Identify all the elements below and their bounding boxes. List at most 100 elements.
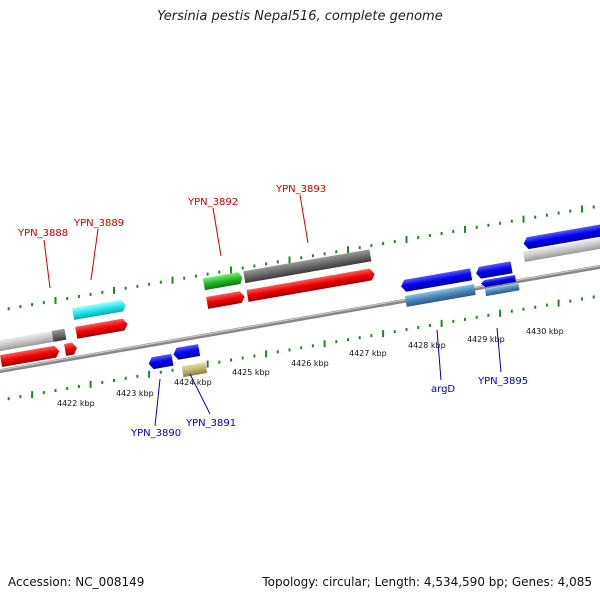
major-tick	[288, 256, 291, 264]
minor-tick	[370, 244, 373, 248]
gene-red-small[interactable]	[64, 342, 78, 356]
minor-tick	[393, 330, 396, 334]
gene-label-ypn-3891[interactable]: YPN_3891	[185, 418, 236, 429]
gene-red-3892[interactable]	[206, 291, 245, 309]
leader-line	[90, 228, 99, 281]
minor-tick	[358, 336, 361, 340]
minor-tick	[534, 305, 537, 309]
minor-tick	[592, 295, 595, 299]
minor-tick	[347, 338, 349, 342]
major-tick	[31, 391, 34, 399]
minor-tick	[510, 219, 513, 223]
gene-label-ypn-3890[interactable]: YPN_3890	[130, 428, 181, 439]
minor-tick	[276, 260, 279, 264]
major-tick	[265, 350, 268, 358]
reverse-genes	[148, 220, 600, 378]
forward-gene-labels: YPN_3888 YPN_3889 YPN_3892 YPN_3893	[17, 184, 326, 289]
gene-label-ypn-3895[interactable]: YPN_3895	[477, 376, 528, 387]
minor-tick	[7, 307, 10, 311]
minor-tick	[230, 358, 232, 362]
gene-ypn-3895[interactable]	[484, 283, 520, 297]
minor-tick	[19, 395, 22, 399]
minor-tick	[241, 356, 244, 360]
major-tick	[206, 360, 209, 368]
genome-title: Yersinia pestis Nepal516, complete genom…	[157, 9, 443, 24]
major-tick	[557, 299, 560, 307]
minor-tick	[510, 309, 513, 313]
genome-summary: Topology: circular; Length: 4,534,590 bp…	[262, 575, 592, 589]
tick-label: 4425 kbp	[232, 368, 270, 377]
gene-ypn-3895-blue[interactable]	[480, 274, 517, 288]
gene-light-right[interactable]	[522, 233, 600, 262]
minor-tick	[206, 272, 209, 276]
minor-tick	[311, 254, 314, 258]
minor-tick	[101, 290, 104, 294]
major-tick	[148, 370, 151, 378]
minor-tick	[475, 225, 478, 229]
minor-tick	[148, 282, 151, 286]
minor-tick	[101, 380, 104, 384]
minor-tick	[393, 240, 396, 244]
minor-tick	[113, 378, 115, 382]
forward-genes	[0, 233, 600, 368]
minor-tick	[487, 223, 490, 227]
gene-label-ypn-3892[interactable]: YPN_3892	[187, 197, 238, 208]
tick-label: 4424 kbp	[174, 378, 212, 387]
major-tick	[464, 225, 466, 233]
minor-tick	[218, 360, 221, 364]
gene-blue-4428[interactable]	[400, 268, 473, 292]
minor-tick	[382, 242, 385, 246]
major-tick	[522, 215, 525, 223]
gene-ypn-3893[interactable]	[243, 249, 372, 284]
major-tick	[89, 380, 92, 388]
minor-tick	[358, 246, 361, 250]
leader-line	[154, 378, 161, 427]
tick-label: 4430 kbp	[526, 327, 564, 336]
gene-argD[interactable]	[404, 283, 476, 307]
minor-tick	[253, 264, 256, 268]
gene-ypn-3890b[interactable]	[172, 344, 201, 360]
minor-tick	[124, 286, 127, 290]
minor-tick	[159, 280, 162, 284]
gene-ypn-3891[interactable]	[181, 362, 208, 378]
gene-label-ypn-3889[interactable]: YPN_3889	[73, 218, 124, 229]
gene-label-ypn-3888[interactable]: YPN_3888	[17, 228, 68, 239]
minor-tick	[66, 297, 69, 300]
minor-tick	[522, 307, 525, 311]
minor-tick	[136, 284, 139, 288]
forward-tick-row	[7, 205, 595, 311]
minor-tick	[335, 340, 338, 344]
gene-blue-right[interactable]	[523, 220, 600, 250]
leader-line	[299, 194, 309, 244]
gene-red-3889[interactable]	[75, 318, 128, 339]
gene-ypn-3888-outer[interactable]	[0, 330, 54, 352]
minor-tick	[417, 326, 420, 329]
gene-ypn-3892[interactable]	[202, 272, 243, 291]
major-tick	[113, 286, 115, 294]
major-tick	[382, 330, 385, 338]
minor-tick	[136, 374, 139, 378]
gene-ypn-3890[interactable]	[148, 353, 174, 370]
gene-ypn-3889[interactable]	[72, 299, 126, 320]
major-tick	[171, 276, 174, 284]
minor-tick	[54, 389, 57, 392]
minor-tick	[440, 231, 443, 235]
major-tick	[581, 205, 583, 213]
gene-label-ypn-3893[interactable]: YPN_3893	[275, 184, 326, 195]
minor-tick	[276, 350, 279, 354]
gene-label-argD[interactable]: argD	[431, 384, 455, 395]
tick-label: 4428 kbp	[408, 341, 446, 350]
minor-tick	[265, 262, 268, 266]
minor-tick	[218, 270, 221, 274]
minor-tick	[66, 387, 69, 390]
gene-blue-4429[interactable]	[475, 261, 513, 279]
minor-tick	[171, 368, 174, 372]
minor-tick	[42, 301, 45, 305]
gene-ypn-3888-outer-end[interactable]	[51, 328, 67, 342]
gene-red-3893[interactable]	[246, 268, 375, 302]
gene-red-left[interactable]	[0, 345, 60, 368]
minor-tick	[89, 292, 92, 296]
minor-tick	[77, 385, 80, 388]
minor-tick	[19, 305, 22, 309]
